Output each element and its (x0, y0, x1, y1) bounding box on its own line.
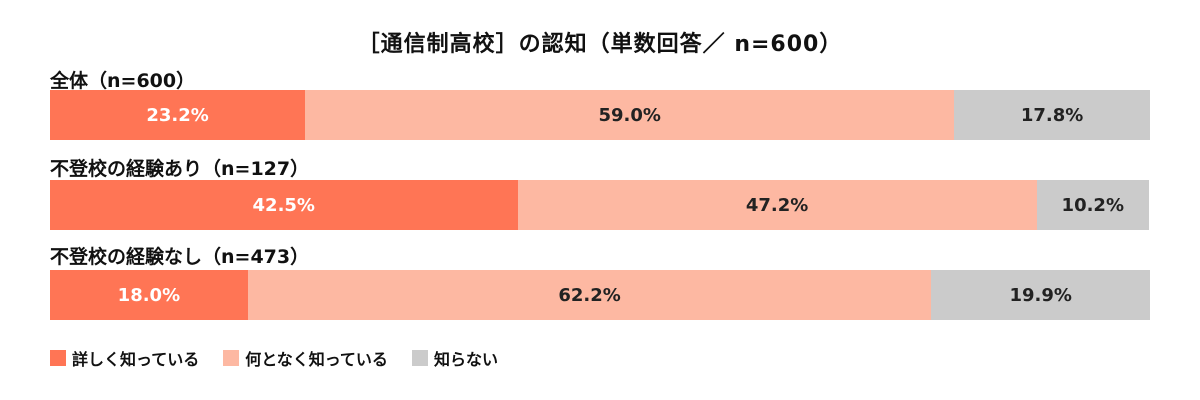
bar-segment-row2-series2: 19.9% (931, 270, 1150, 320)
legend-label: 詳しく知っている (72, 350, 200, 369)
legend-label: 知らない (433, 350, 498, 369)
bar-segment-row1-series2: 10.2% (1036, 180, 1149, 230)
bar-row-absent-no: 18.0% 62.2% 19.9% (50, 270, 1150, 320)
legend-swatch (50, 350, 66, 366)
chart-title: ［通信制高校］の認知（単数回答／ n=600） (357, 32, 843, 57)
group-label-all: 全体（n=600） (50, 70, 196, 92)
legend-swatch (411, 350, 428, 366)
legend-item-series1: 何となく知っている (223, 346, 388, 370)
bar-segment-row0-series2: 17.8% (954, 90, 1150, 140)
chart-legend: 詳しく知っている 何となく知っている 知らない (50, 346, 522, 370)
bar-row-absent-yes: 42.5% 47.2% 10.2% (50, 180, 1150, 230)
legend-swatch (223, 350, 240, 366)
bar-segment-row1-series0: 42.5% (50, 180, 518, 230)
legend-label: 何となく知っている (245, 350, 388, 369)
bar-segment-row0-series1: 59.0% (305, 90, 955, 140)
group-label-absent-yes: 不登校の経験あり（n=127） (50, 158, 310, 180)
legend-item-series0: 詳しく知っている (50, 346, 199, 370)
bar-segment-row2-series1: 62.2% (247, 270, 932, 320)
legend-item-series2: 知らない (411, 346, 498, 370)
group-label-absent-no: 不登校の経験なし（n=473） (50, 246, 310, 268)
bar-segment-row0-series0: 23.2% (50, 90, 306, 140)
bar-row-all: 23.2% 59.0% 17.8% (50, 90, 1150, 140)
bar-segment-row2-series0: 18.0% (50, 270, 248, 320)
bar-segment-row1-series1: 47.2% (517, 180, 1037, 230)
